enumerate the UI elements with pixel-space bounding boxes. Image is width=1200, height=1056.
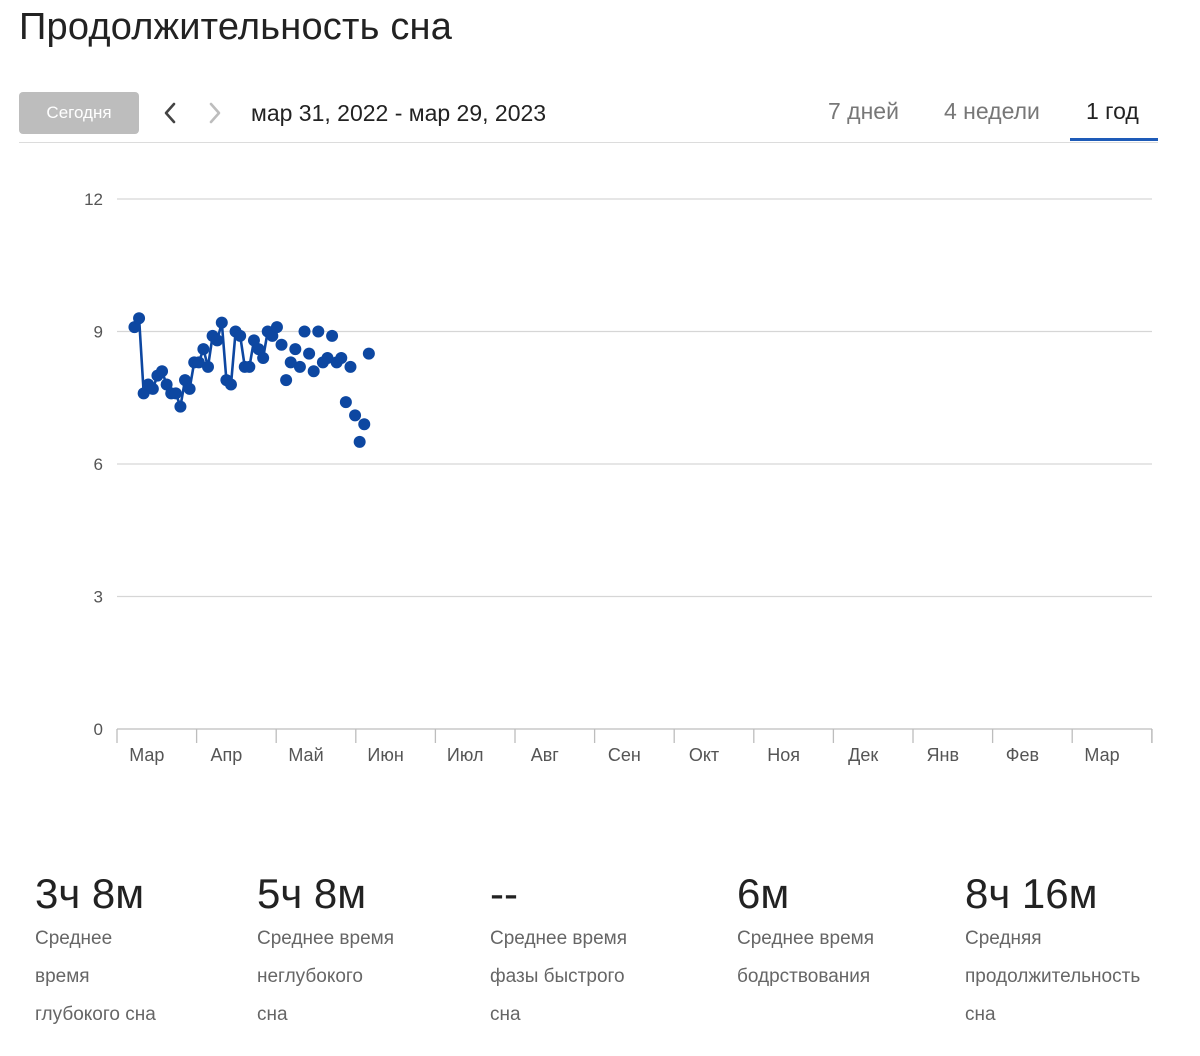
data-point [211,334,224,347]
data-point [335,352,348,364]
date-toolbar: Сегодня мар 31, 2022 - мар 29, 2023 7 дн… [19,92,1158,143]
x-tick-label: Мар [129,745,164,765]
data-point [156,365,169,378]
data-point [257,352,270,364]
stat-label: Средняя продолжительность сна [965,928,1141,1025]
data-point [339,396,352,409]
data-point [192,356,205,369]
stat-label: Среднее время фазы быстрого сна [490,928,628,1025]
sleep-duration-chart: 0 3 6 9 12 Мар Апр Май Июн Июл Авг Сен Окт Ноя Дек Янв Ф… [84,190,1153,765]
data-point [307,365,320,378]
data-point [349,409,362,422]
tab-1-year[interactable]: 1 год [1086,98,1139,124]
stat-value: 3ч 8м [35,870,145,917]
x-tick-label: Дек [848,745,878,765]
data-point [293,360,306,373]
x-tick-label: Окт [689,745,719,765]
data-point [133,312,146,325]
data-point [303,347,316,360]
data-point [197,343,210,356]
tab-7-days[interactable]: 7 дней [828,98,899,124]
stat-label: Среднее время неглубокого сна [257,928,395,1025]
data-point [146,382,159,395]
stat-value: 6м [737,870,790,917]
date-range-label: мар 31, 2022 - мар 29, 2023 [251,100,547,126]
today-button[interactable]: Сегодня [19,92,139,134]
stat-value: 8ч 16м [965,870,1098,917]
data-point [280,374,293,387]
data-point [224,378,237,391]
data-point [321,352,334,364]
data-point [137,387,150,400]
data-point [234,329,247,342]
data-point [298,325,311,338]
next-period-button[interactable] [200,96,230,130]
previous-period-button[interactable] [155,96,185,130]
x-tick-label: Ноя [767,745,800,765]
data-point [275,338,288,351]
stat-label: Среднее время бодрствования [737,928,875,987]
data-point [174,400,187,413]
data-point [128,321,141,334]
x-tick-label: Фев [1006,745,1039,765]
active-tab-indicator [1070,138,1158,141]
data-point [252,343,265,356]
x-tick-label: Май [288,745,323,765]
data-point [179,374,192,387]
tab-4-weeks[interactable]: 4 недели [944,98,1040,124]
chevron-left-icon [164,102,176,124]
y-tick-label: 6 [94,455,103,474]
x-tick-label: Апр [211,745,243,765]
data-point [215,316,228,329]
data-point [312,325,325,338]
data-point [160,378,173,391]
data-point [358,418,371,431]
stat-light-sleep: 5ч 8м Среднее время неглубокого сна [257,868,437,1034]
y-tick-label: 0 [94,720,103,739]
x-tick-label: Мар [1084,745,1119,765]
data-point [284,356,297,369]
data-point [169,387,182,400]
data-point [362,347,375,360]
stat-value: -- [490,870,518,917]
data-point [344,360,357,373]
stat-rem-sleep: -- Среднее время фазы быстрого сна [490,868,670,1034]
stat-deep-sleep: 3ч 8м Среднее время глубокого сна [35,868,195,1034]
stat-awake-time: 6м Среднее время бодрствования [737,868,917,996]
chevron-right-icon [209,102,221,124]
data-point [353,435,366,448]
page-title: Продолжительность сна [19,6,453,48]
y-tick-label: 9 [94,323,103,342]
data-point [270,321,283,334]
data-point [247,334,260,347]
x-tick-label: Авг [531,745,560,765]
x-tick-label: Сен [608,745,641,765]
data-point [266,329,279,342]
data-point [183,382,196,395]
y-tick-label: 12 [84,190,103,209]
x-tick-label: Янв [927,745,960,765]
stat-avg-duration: 8ч 16м Средняя продолжительность сна [965,868,1175,1034]
x-tick-label: Июн [367,745,403,765]
data-point [289,343,302,356]
y-tick-label: 3 [94,588,103,607]
x-tick-label: Июл [447,745,484,765]
data-point [201,360,214,373]
stat-label: Среднее время глубокого сна [35,928,156,1025]
data-point [326,329,339,342]
stat-value: 5ч 8м [257,870,367,917]
data-point [243,360,256,373]
